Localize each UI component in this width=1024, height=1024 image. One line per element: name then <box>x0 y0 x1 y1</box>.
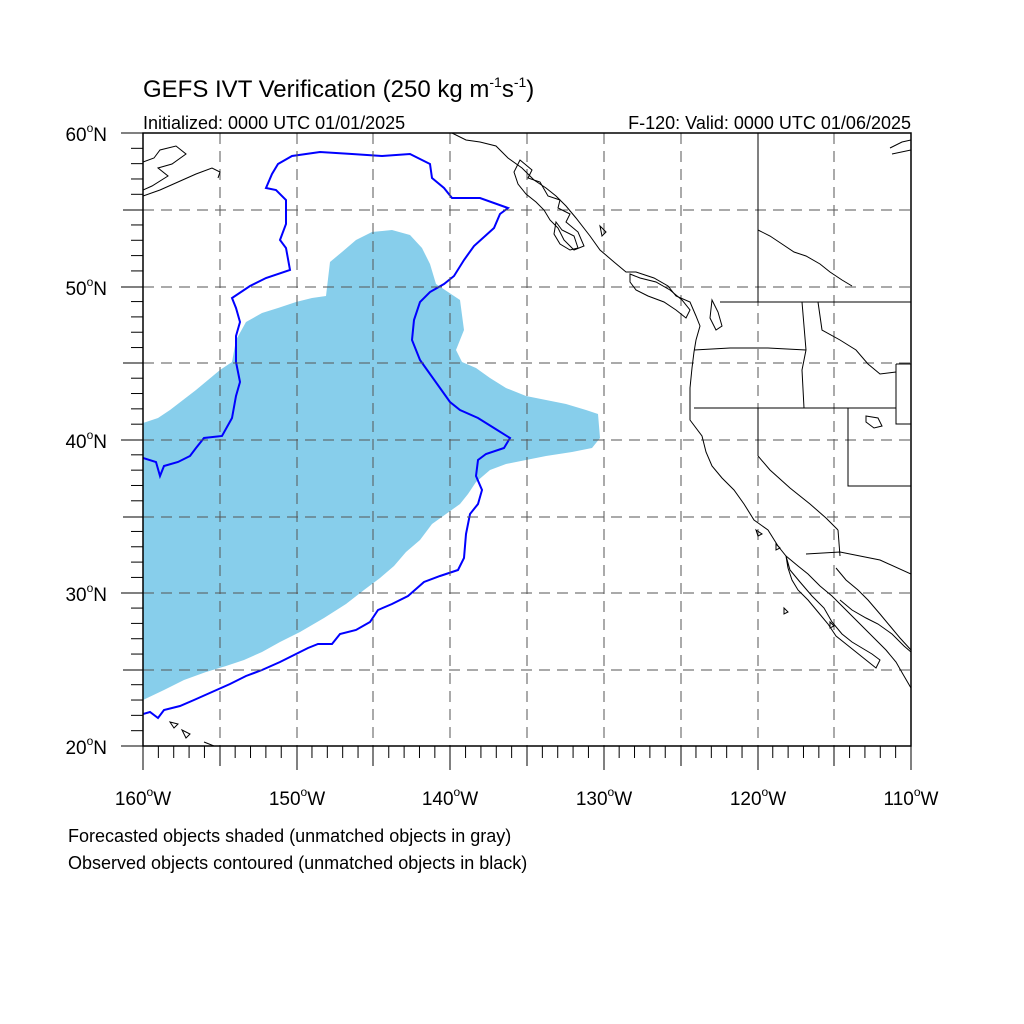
lon-label-120w: 120oW <box>730 785 786 810</box>
footnote-observed: Observed objects contoured (unmatched ob… <box>68 853 527 873</box>
map-title: GEFS IVT Verification (250 kg m-1s-1) <box>143 74 534 103</box>
lat-label-20n: 20oN <box>65 734 107 759</box>
lat-label-40n: 40oN <box>65 428 107 453</box>
lon-label-160w: 160oW <box>115 785 171 810</box>
lon-label-130w: 130oW <box>576 785 632 810</box>
lat-label-50n: 50oN <box>65 275 107 300</box>
lon-label-150w: 150oW <box>269 785 325 810</box>
lat-label-30n: 30oN <box>65 581 107 606</box>
lat-label-60n: 60oN <box>65 121 107 146</box>
init-time-label: Initialized: 0000 UTC 01/01/2025 <box>143 113 405 133</box>
observed-ivt-contour <box>143 150 512 720</box>
lat-labels: 60oN 50oN 40oN 30oN 20oN <box>65 121 107 759</box>
lon-labels: 160oW 150oW 140oW 130oW 120oW 110oW <box>115 785 939 810</box>
lat-lon-grid <box>143 133 911 746</box>
lon-label-140w: 140oW <box>422 785 478 810</box>
coastlines-and-borders <box>143 133 911 746</box>
lon-label-110w: 110oW <box>884 785 939 810</box>
forecast-ivt-object <box>143 230 600 700</box>
axis-ticks <box>121 132 912 770</box>
footnote-forecast: Forecasted objects shaded (unmatched obj… <box>68 826 511 846</box>
valid-time-label: F-120: Valid: 0000 UTC 01/06/2025 <box>628 113 911 133</box>
